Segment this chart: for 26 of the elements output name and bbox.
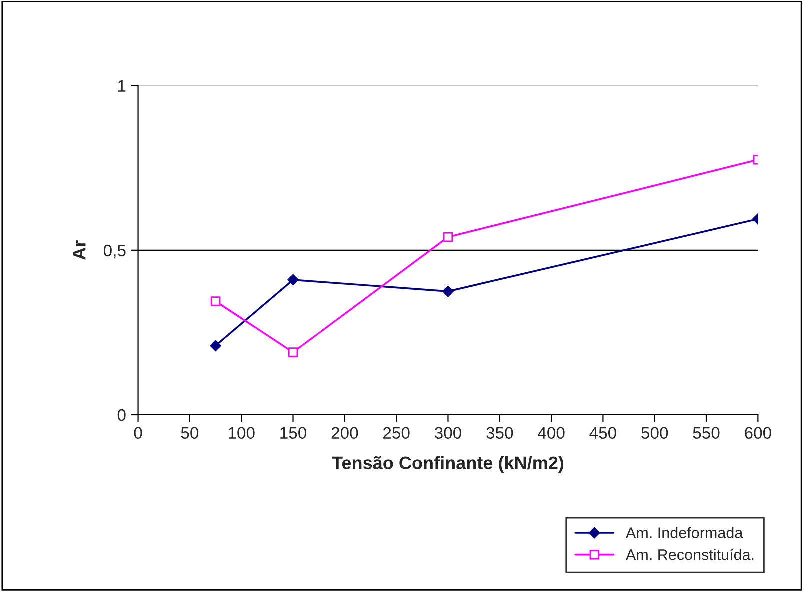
- y-axis-title: Ar: [73, 240, 86, 260]
- y-tick-label: 0,5: [104, 244, 126, 259]
- x-axis-title: Tensão Confinante (kN/m2): [332, 456, 564, 474]
- legend-label: Am. Indeformada: [626, 527, 744, 538]
- point: [288, 274, 299, 286]
- x-tick-label: 250: [384, 427, 410, 440]
- y-tick-label: 0: [118, 409, 126, 422]
- point: [210, 296, 221, 306]
- x-tick-label: 400: [538, 427, 565, 440]
- x-tick-label: 500: [642, 427, 668, 440]
- point: [288, 348, 298, 358]
- x-tick-label: 100: [228, 427, 255, 440]
- x-tick-label: 150: [280, 427, 307, 440]
- x-tick-label: 600: [745, 427, 772, 440]
- x-tick-label: 450: [590, 427, 616, 440]
- point: [210, 340, 222, 352]
- x-tick-label: 200: [332, 427, 358, 440]
- x-tick-label: 350: [486, 427, 514, 440]
- y-tick-label: 1: [118, 80, 126, 92]
- point: [443, 232, 454, 242]
- x-tick-label: 550: [693, 427, 720, 440]
- x-tick-label: 0: [134, 427, 142, 440]
- point: [442, 286, 454, 298]
- x-tick-label: 50: [181, 427, 199, 440]
- legend-label: Am. Reconstituída.: [626, 548, 754, 560]
- x-tick-label: 300: [434, 427, 462, 440]
